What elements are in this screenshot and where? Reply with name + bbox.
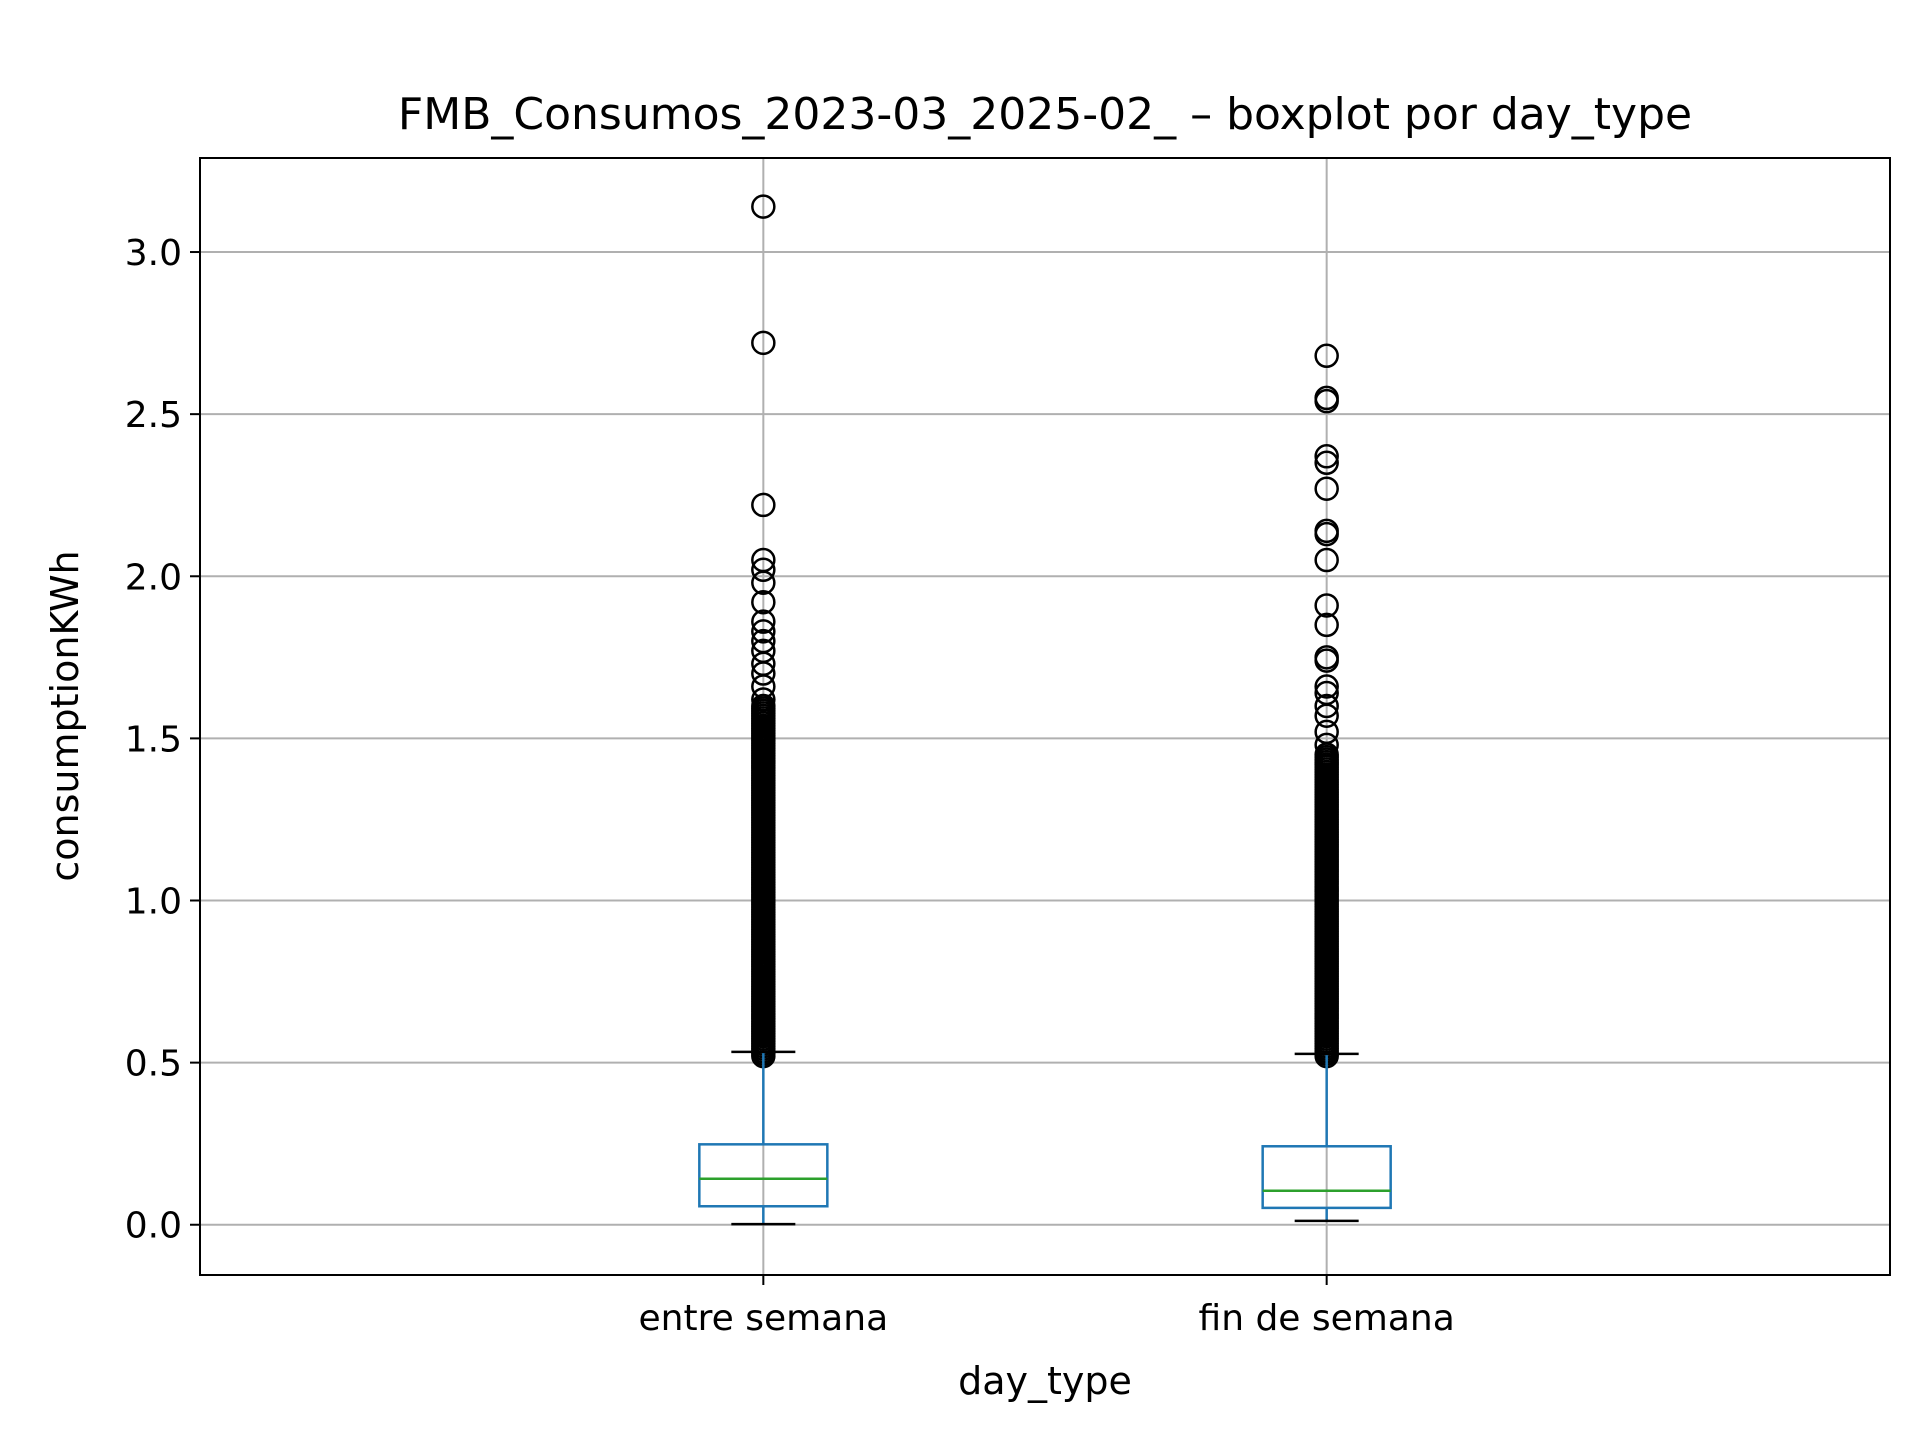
- outlier-point: [751, 619, 776, 644]
- y-tick-label: 2.5: [125, 395, 182, 436]
- outlier-point: [1314, 476, 1339, 501]
- outlier-point: [751, 330, 776, 356]
- y-tick-label: 0.0: [125, 1206, 182, 1247]
- box-group-fin-de-semana: [1261, 343, 1392, 1223]
- outlier-point: [751, 492, 776, 518]
- iqr-box: [1261, 1145, 1392, 1210]
- x-tick-label: entre semana: [639, 1298, 889, 1339]
- x-axis-label: day_type: [958, 1359, 1132, 1403]
- y-tick-label: 3.0: [125, 233, 182, 274]
- y-tick-label: 1.0: [125, 882, 182, 923]
- outlier-point: [1314, 385, 1339, 411]
- outlier-point: [1314, 593, 1339, 618]
- outlier-point: [1314, 612, 1339, 638]
- outlier-point: [751, 194, 776, 219]
- outlier-point: [751, 557, 776, 583]
- outlier-point: [751, 609, 776, 634]
- iqr-box: [698, 1143, 829, 1208]
- outlier-point: [1314, 719, 1339, 745]
- axes-frame: [199, 157, 1891, 1276]
- outlier-point: [1314, 547, 1339, 573]
- y-tick-label: 1.5: [125, 719, 182, 760]
- ticks: 0.0 0.5 1.0 1.5 2.0 2.5 3.0 entre semana fin de …: [125, 233, 1455, 1339]
- outlier-point: [751, 547, 776, 573]
- y-tick-label: 2.0: [125, 557, 182, 598]
- x-tick-label: fin de semana: [1199, 1298, 1455, 1339]
- outlier-point: [1314, 343, 1339, 369]
- outlier-point: [751, 687, 776, 712]
- outlier-point: [1314, 674, 1339, 699]
- outlier-point: [1314, 680, 1339, 706]
- chart-title: FMB_Consumos_2023-03_2025-02_ – boxplot …: [398, 89, 1692, 140]
- y-axis-label: consumptionKWh: [43, 550, 87, 881]
- outlier-point: [1314, 732, 1339, 758]
- outlier-point: [1314, 518, 1339, 544]
- outlier-point: [1314, 645, 1339, 670]
- outlier-point: [1314, 693, 1339, 719]
- boxes: [698, 194, 1392, 1226]
- outlier-point: [751, 589, 776, 615]
- y-tick-label: 0.5: [125, 1044, 182, 1085]
- outlier-point: [1314, 450, 1339, 476]
- outlier-point: [751, 628, 776, 654]
- outlier-point: [751, 693, 776, 719]
- box-group-entre-semana: [698, 194, 829, 1226]
- outlier-point: [751, 638, 776, 664]
- outlier-point: [1314, 444, 1339, 469]
